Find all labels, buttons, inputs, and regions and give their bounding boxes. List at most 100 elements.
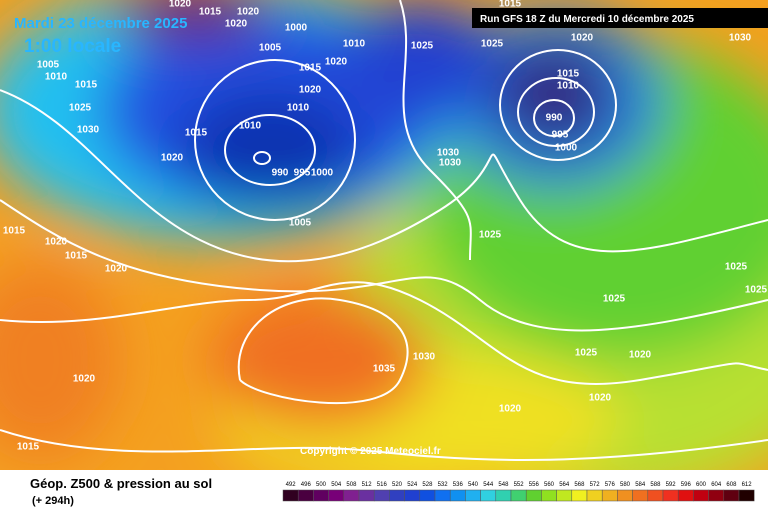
isobar-label: 1015 [185, 128, 208, 139]
scale-label: 608 [726, 482, 737, 488]
isobar-label: 1020 [299, 85, 322, 96]
scale-label: 544 [483, 482, 494, 488]
scale-swatch [465, 489, 481, 502]
isobar-label: 1020 [45, 237, 68, 248]
scale-label: 584 [635, 482, 646, 488]
scale-swatch [480, 489, 497, 502]
isobar-label: 1015 [17, 442, 40, 453]
scale-label: 580 [620, 482, 631, 488]
geopotential-field [0, 0, 768, 500]
isobar-label: 1025 [603, 294, 626, 305]
isobar-label: 1030 [437, 148, 460, 159]
isobar-label: 1025 [479, 230, 502, 241]
scale-swatch [419, 489, 436, 502]
scale-label: 548 [498, 482, 509, 488]
product-title: Géop. Z500 & pression au sol [30, 476, 212, 491]
isobar-label: 1015 [65, 251, 88, 262]
isobar-label: 1005 [289, 218, 312, 229]
scale-swatch [328, 489, 345, 502]
scale-swatch [282, 489, 299, 502]
isobar-label: 1025 [481, 39, 504, 50]
isobar-label: 1010 [557, 81, 580, 92]
scale-swatch [693, 489, 709, 502]
isobar-label: 1010 [287, 103, 310, 114]
isobar-label: 1005 [37, 60, 60, 71]
isobar-label: 1020 [169, 0, 192, 10]
isobar-label: 1015 [557, 69, 580, 80]
scale-label: 564 [559, 482, 570, 488]
scale-swatch [556, 489, 573, 502]
isobar-label: 995 [294, 168, 311, 179]
isobar-label: 1030 [729, 33, 752, 44]
scale-swatch [677, 489, 694, 502]
scale-label: 552 [514, 482, 525, 488]
scale-label: 524 [407, 482, 418, 488]
isobar-label: 1020 [105, 264, 128, 275]
isobar-label: 1020 [325, 57, 348, 68]
isobar-label: 1020 [499, 404, 522, 415]
isobar-label: 990 [546, 113, 563, 124]
isobar-label: 995 [552, 130, 569, 141]
scale-label: 612 [742, 482, 753, 488]
scale-swatch [495, 489, 512, 502]
isobar-label: 1000 [555, 143, 578, 154]
isobar-label: 1005 [259, 43, 282, 54]
isobar-label: 1030 [413, 352, 436, 363]
scale-label: 512 [362, 482, 373, 488]
run-info: Run GFS 18 Z du Mercredi 10 décembre 202… [480, 14, 694, 25]
scale-label: 600 [696, 482, 707, 488]
scale-swatch [510, 489, 527, 502]
isobar-label: 1030 [439, 158, 462, 169]
isobar-label: 1020 [589, 393, 612, 404]
scale-swatch [632, 489, 649, 502]
scale-label: 508 [346, 482, 357, 488]
scale-label: 532 [438, 482, 449, 488]
scale-label: 568 [574, 482, 585, 488]
scale-swatch [358, 489, 375, 502]
isobar-label: 990 [272, 168, 289, 179]
lead-time: (+ 294h) [32, 495, 74, 507]
scale-label: 572 [590, 482, 601, 488]
isobar-label: 1010 [239, 121, 262, 132]
scale-label: 588 [650, 482, 661, 488]
forecast-date: Mardi 23 décembre 2025 [14, 15, 187, 32]
scale-label: 560 [544, 482, 555, 488]
isobar-label: 1020 [73, 374, 96, 385]
scale-label: 528 [422, 482, 433, 488]
scale-swatch [738, 489, 755, 502]
isobar-label: 1020 [571, 33, 594, 44]
scale-swatch [525, 489, 542, 502]
isobar-label: 1025 [411, 41, 434, 52]
run-banner [472, 8, 768, 28]
scale-swatch [343, 489, 360, 502]
scale-label: 520 [392, 482, 403, 488]
scale-swatch [723, 489, 740, 502]
scale-label: 492 [286, 482, 297, 488]
isobar-label: 1025 [725, 262, 748, 273]
forecast-time: 1:00 locale [24, 36, 121, 57]
copyright: Copyright © 2025 Meteociel.fr [300, 446, 441, 457]
isobar-label: 1015 [499, 0, 522, 10]
scale-swatch [571, 489, 588, 502]
isobar-label: 1025 [745, 285, 768, 296]
scale-label: 536 [453, 482, 464, 488]
scale-label: 596 [681, 482, 692, 488]
scale-swatch [434, 489, 451, 502]
isobar-label: 1020 [225, 19, 248, 30]
isobar-label: 1015 [199, 7, 222, 18]
isobar-label: 1000 [311, 168, 334, 179]
scale-label: 576 [605, 482, 616, 488]
scale-swatch [662, 489, 679, 502]
scale-swatch [297, 489, 314, 502]
isobar-label: 1020 [237, 7, 260, 18]
scale-label: 604 [711, 482, 722, 488]
scale-swatch [617, 489, 633, 502]
scale-label: 540 [468, 482, 479, 488]
scale-swatch [541, 489, 557, 502]
isobar-label: 1015 [75, 80, 98, 91]
isobar-label: 1025 [575, 348, 598, 359]
isobars [0, 0, 768, 461]
isobar-label: 1020 [161, 153, 184, 164]
scale-swatch [586, 489, 603, 502]
scale-swatch [389, 489, 405, 502]
